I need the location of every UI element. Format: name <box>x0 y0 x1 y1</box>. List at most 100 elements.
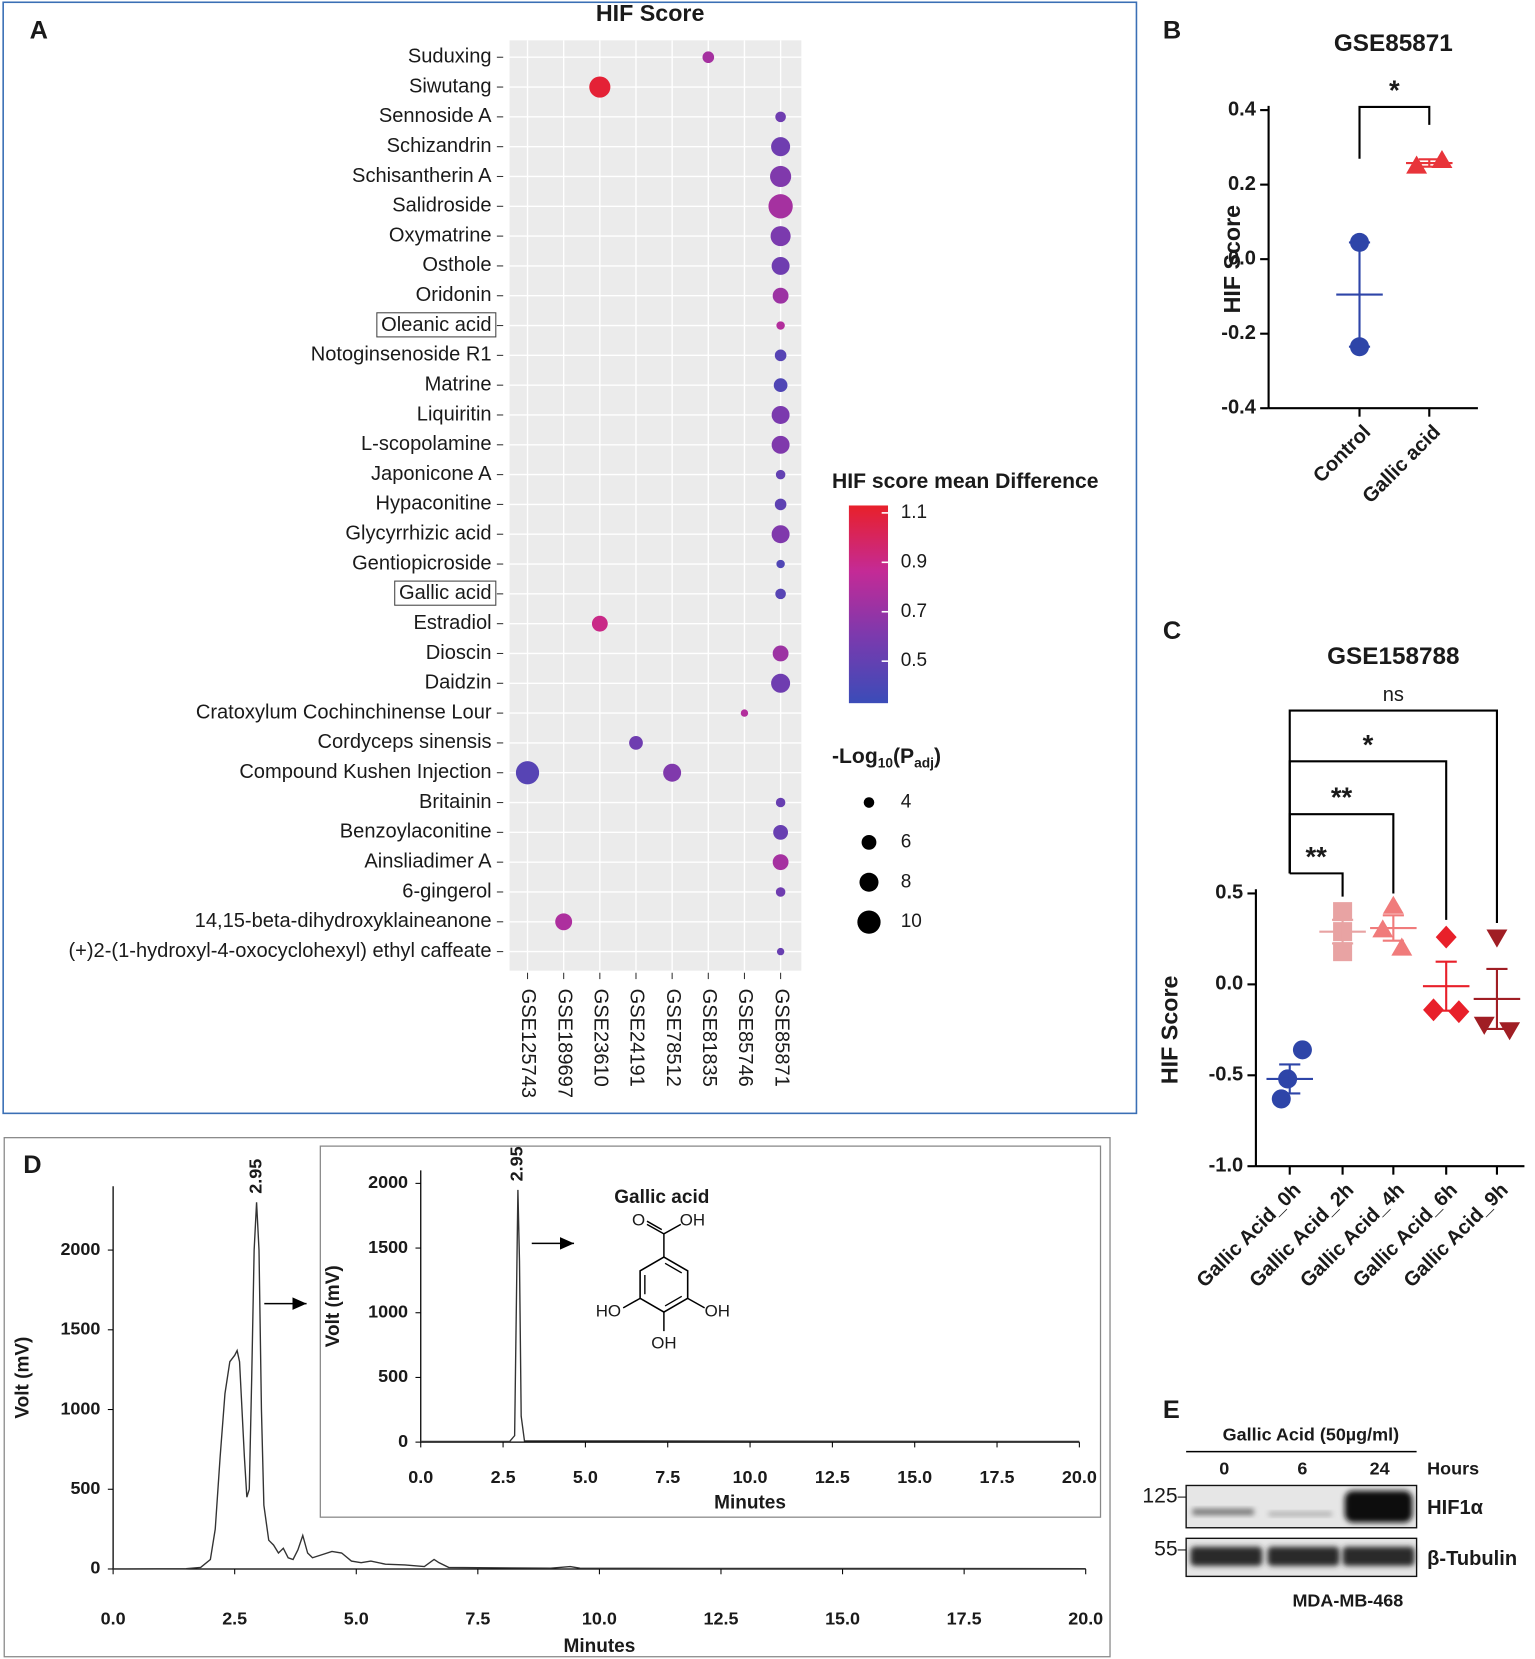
dot <box>775 111 786 123</box>
error-bar <box>1279 1063 1301 1095</box>
chromatogram-line <box>113 1202 1086 1570</box>
colorbar-tick-label: 0.7 <box>901 601 927 622</box>
x-tick-label: 7.5 <box>465 1608 490 1628</box>
panel-d-frame <box>3 1137 1111 1658</box>
colorbar <box>848 505 889 704</box>
y-tick-label: Suduxing <box>408 46 492 68</box>
y-tick-label: Dioscin <box>426 642 492 664</box>
y-tick-label: 1500 <box>368 1237 408 1257</box>
significance-label: ** <box>1331 782 1353 813</box>
band <box>1192 1508 1254 1516</box>
error-bar <box>1418 158 1440 168</box>
dot <box>591 615 608 632</box>
dot <box>771 137 791 157</box>
plot-background <box>509 40 802 971</box>
inset-frame <box>319 1145 1102 1518</box>
dot <box>771 673 791 693</box>
band <box>1190 1546 1263 1566</box>
mw-marker: 125 <box>1142 1485 1177 1508</box>
size-legend-label: 4 <box>901 792 912 813</box>
x-tick-label: 2.5 <box>222 1608 247 1628</box>
legend-title-part: adj <box>914 755 934 770</box>
dot <box>775 797 786 808</box>
double-bond <box>664 1262 683 1274</box>
dot <box>768 194 793 219</box>
x-tick-label: 17.5 <box>947 1608 982 1628</box>
y-tick-label: Britainin <box>419 791 492 813</box>
dot <box>589 76 611 98</box>
size-legend-label: 8 <box>901 871 912 892</box>
band-label: β-Tubulin <box>1427 1548 1517 1570</box>
dot <box>771 256 790 275</box>
y-tick-label: Hypaconitine <box>376 493 492 515</box>
bond <box>622 1297 705 1332</box>
y-tick-label: 1000 <box>368 1301 408 1321</box>
lane-label: 0 <box>1219 1458 1229 1478</box>
y-tick-label: Oxymatrine <box>389 224 492 246</box>
chart-title: GSE85871 <box>1334 30 1453 57</box>
y-tick-label: Ainsliadimer A <box>364 850 492 872</box>
significance-label: * <box>1389 74 1400 105</box>
dot <box>702 51 715 64</box>
y-tick-label: 0.2 <box>1228 173 1256 195</box>
dot <box>775 588 786 600</box>
x-tick-label: GSE125743 <box>517 989 539 1098</box>
x-tick-label: 12.5 <box>815 1467 850 1487</box>
y-tick-label: Salidroside <box>392 195 491 217</box>
x-tick-label: 0.0 <box>101 1608 126 1628</box>
y-tick-label: -0.4 <box>1221 397 1256 419</box>
y-tick-label: 500 <box>70 1478 100 1498</box>
dot <box>515 761 540 785</box>
x-tick-label: GSE81835 <box>698 989 720 1087</box>
y-tick-label: -1.0 <box>1209 1155 1244 1177</box>
y-tick-label: Gentiopicroside <box>352 552 492 574</box>
dot <box>776 321 785 330</box>
y-tick-label: Oridonin <box>416 284 492 306</box>
error-bar <box>1435 960 1457 1012</box>
legend-title-part: ) <box>934 745 941 768</box>
y-tick-label: Benzoylaconitine <box>340 821 492 843</box>
peak-label: 2.95 <box>507 1146 527 1181</box>
y-tick-label: Sennoside A <box>379 105 492 127</box>
cell-line: MDA-MB-468 <box>1292 1591 1403 1611</box>
atom-label: OH <box>680 1211 705 1230</box>
x-tick-label: GSE78512 <box>662 989 684 1087</box>
size-legend-dot <box>859 872 879 892</box>
legend-title: HIF score mean Difference <box>832 470 1099 493</box>
atom-label: HO <box>596 1302 621 1321</box>
band <box>1267 1546 1340 1566</box>
y-tick-label: -0.2 <box>1221 322 1256 344</box>
band <box>1344 1490 1413 1523</box>
dot <box>663 763 682 782</box>
point <box>1271 1089 1291 1109</box>
dot <box>773 378 788 393</box>
lane-label: 6 <box>1297 1458 1307 1478</box>
y-tick-label: Liquiritin <box>417 403 492 425</box>
lane-label: 24 <box>1370 1458 1390 1478</box>
y-tick-label: Matrine <box>425 373 492 395</box>
atom-label: O <box>632 1211 645 1230</box>
atom-label: OH <box>651 1333 676 1352</box>
x-tick-label: 10.0 <box>582 1608 617 1628</box>
y-tick-label: L-scopolamine <box>361 433 492 455</box>
size-legend-dot <box>863 797 875 808</box>
significance-label: * <box>1363 729 1374 760</box>
y-tick-label: Cordyceps sinensis <box>317 731 491 753</box>
dot <box>775 887 786 897</box>
panel-label: E <box>1163 1396 1180 1424</box>
significance-bracket <box>1289 872 1344 897</box>
legend-title-part: -Log <box>832 745 878 768</box>
y-tick-label: Cratoxylum Cochinchinense Lour <box>196 701 492 723</box>
colorbar-tick-label: 0.5 <box>901 650 927 671</box>
size-legend-dot <box>861 834 877 850</box>
legend-title-part: (P <box>893 745 914 768</box>
x-tick-label: 5.0 <box>344 1608 369 1628</box>
compound-name: Gallic acid <box>614 1187 709 1208</box>
dot <box>774 349 787 362</box>
y-axis-label: Volt (mV) <box>323 1265 344 1347</box>
y-axis-label: HIF Score <box>1156 975 1182 1084</box>
significance-label: ns <box>1383 684 1404 706</box>
x-tick-label: GSE24191 <box>626 989 648 1087</box>
error-bar <box>1332 918 1354 945</box>
